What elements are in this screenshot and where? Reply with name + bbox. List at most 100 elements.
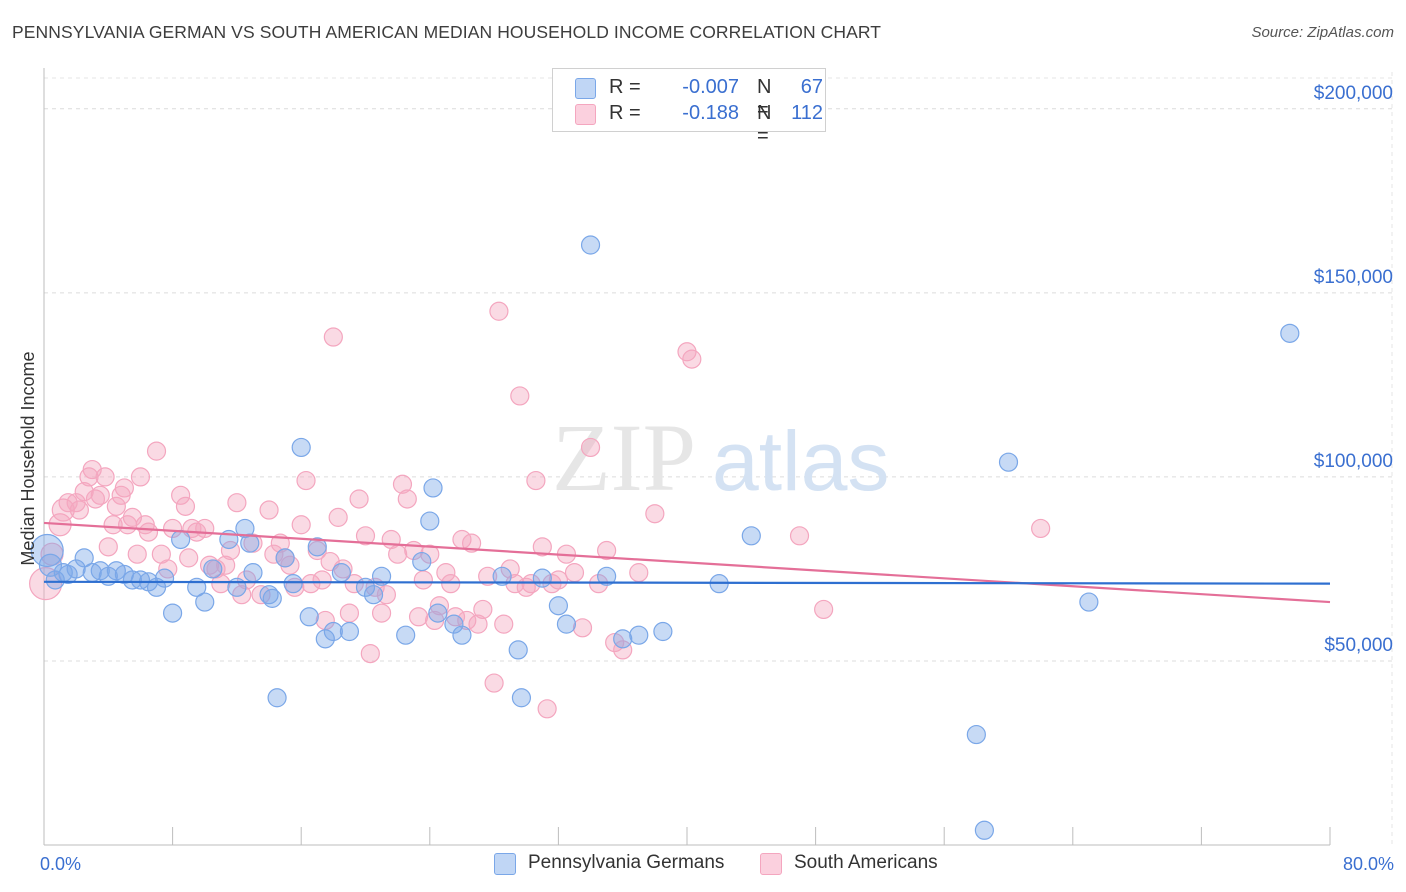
stats-legend: R = -0.007 N = 67 R = -0.188 N = 112 — [552, 68, 826, 147]
point-pennsylvania-germans — [299, 607, 319, 627]
point-south-americans — [532, 537, 552, 557]
point-south-americans — [323, 327, 343, 347]
point-pennsylvania-germans — [597, 566, 617, 586]
point-south-americans — [291, 515, 311, 535]
point-south-americans — [461, 533, 482, 553]
legend-n-value: 112 — [791, 102, 823, 124]
point-pennsylvania-germans — [741, 526, 761, 546]
bottom-legend-swatch-blue — [494, 853, 516, 875]
point-south-americans — [597, 540, 617, 561]
point-south-americans — [468, 614, 488, 634]
point-south-americans — [90, 485, 110, 505]
point-pennsylvania-germans — [396, 625, 416, 645]
point-south-americans — [211, 574, 231, 594]
point-south-americans — [429, 596, 450, 616]
point-south-americans — [526, 470, 546, 491]
point-pennsylvania-germans — [171, 529, 191, 550]
point-pennsylvania-germans — [235, 518, 255, 539]
point-south-americans — [195, 518, 215, 539]
legend-swatch-pink — [575, 104, 596, 125]
trend-line-south-americans — [43, 521, 1331, 604]
point-south-americans — [163, 518, 183, 539]
point-south-americans — [645, 504, 665, 524]
point-pennsylvania-germans — [420, 511, 440, 531]
point-pennsylvania-germans — [653, 621, 673, 642]
point-south-americans — [814, 599, 834, 620]
point-south-americans — [1031, 518, 1051, 539]
point-south-americans — [388, 544, 408, 564]
point-pennsylvania-germans — [203, 559, 223, 579]
point-pennsylvania-germans — [363, 585, 384, 605]
point-pennsylvania-germans — [580, 235, 601, 255]
point-south-americans — [564, 563, 585, 583]
point-pennsylvania-germans — [259, 585, 279, 605]
point-pennsylvania-germans — [412, 551, 432, 572]
point-south-americans — [682, 349, 702, 369]
point-south-americans — [413, 570, 433, 590]
point-south-americans — [114, 478, 134, 498]
point-pennsylvania-germans — [423, 478, 443, 498]
point-pennsylvania-germans — [444, 614, 464, 634]
legend-r-value: -0.007 — [682, 76, 739, 98]
point-south-americans — [494, 614, 514, 634]
point-pennsylvania-germans — [998, 452, 1019, 472]
point-pennsylvania-germans — [74, 548, 94, 568]
point-south-americans — [146, 441, 167, 461]
x-tick-label: 0.0% — [40, 854, 81, 874]
legend-r-value: -0.188 — [682, 102, 739, 124]
watermark: ZIP atlas — [552, 404, 889, 511]
point-south-americans — [484, 673, 504, 693]
point-south-americans — [360, 643, 380, 664]
point-south-americans — [572, 618, 593, 638]
point-pennsylvania-germans — [30, 533, 64, 568]
point-south-americans — [521, 574, 541, 594]
y-axis-title: Median Household Income — [18, 351, 38, 565]
point-south-americans — [510, 386, 530, 406]
point-south-americans — [441, 574, 461, 594]
point-south-americans — [216, 555, 236, 575]
bottom-legend-label: South Americans — [794, 852, 938, 873]
point-pennsylvania-germans — [428, 603, 448, 623]
point-south-americans — [58, 493, 78, 513]
point-south-americans — [473, 599, 493, 620]
point-pennsylvania-germans — [629, 625, 649, 645]
point-south-americans — [130, 467, 151, 487]
point-pennsylvania-germans — [275, 548, 295, 568]
point-pennsylvania-germans — [339, 621, 360, 642]
point-south-americans — [95, 467, 115, 487]
point-pennsylvania-germans — [511, 688, 532, 708]
bottom-legend-swatch-pink — [760, 853, 782, 875]
watermark-atlas: atlas — [712, 414, 889, 508]
point-pennsylvania-germans — [66, 559, 86, 579]
point-south-americans — [457, 610, 477, 631]
point-south-americans — [74, 482, 94, 502]
point-south-americans — [355, 526, 376, 546]
point-south-americans — [227, 493, 247, 513]
point-pennsylvania-germans — [492, 566, 512, 586]
point-pennsylvania-germans — [323, 621, 343, 642]
trend-line-pennsylvania-germans — [43, 580, 1331, 585]
axis-labels: $50,000 $100,000 $150,000 $200,000 0.0% 80.0%… — [18, 83, 1394, 874]
point-pennsylvania-germans — [154, 568, 175, 588]
point-pennsylvania-germans — [1280, 323, 1300, 343]
point-south-americans — [408, 607, 429, 627]
point-south-americans — [629, 563, 649, 583]
legend-r-label: R = — [609, 102, 647, 124]
point-south-americans — [138, 522, 159, 542]
point-pennsylvania-germans — [195, 592, 215, 612]
point-pennsylvania-germans — [243, 563, 263, 583]
point-pennsylvania-germans — [613, 629, 633, 649]
point-pennsylvania-germans — [283, 574, 303, 594]
point-south-americans — [349, 489, 369, 509]
point-south-americans — [106, 496, 126, 516]
legend-n-label: N = — [757, 102, 772, 147]
point-south-americans — [478, 566, 498, 586]
point-south-americans — [789, 526, 810, 546]
point-pennsylvania-germans — [291, 437, 311, 458]
chart-title: PENNSYLVANIA GERMAN VS SOUTH AMERICAN ME… — [12, 22, 882, 42]
point-south-americans — [548, 570, 569, 590]
point-south-americans — [542, 574, 562, 594]
trend-lines — [43, 521, 1331, 604]
point-south-americans — [236, 570, 257, 590]
